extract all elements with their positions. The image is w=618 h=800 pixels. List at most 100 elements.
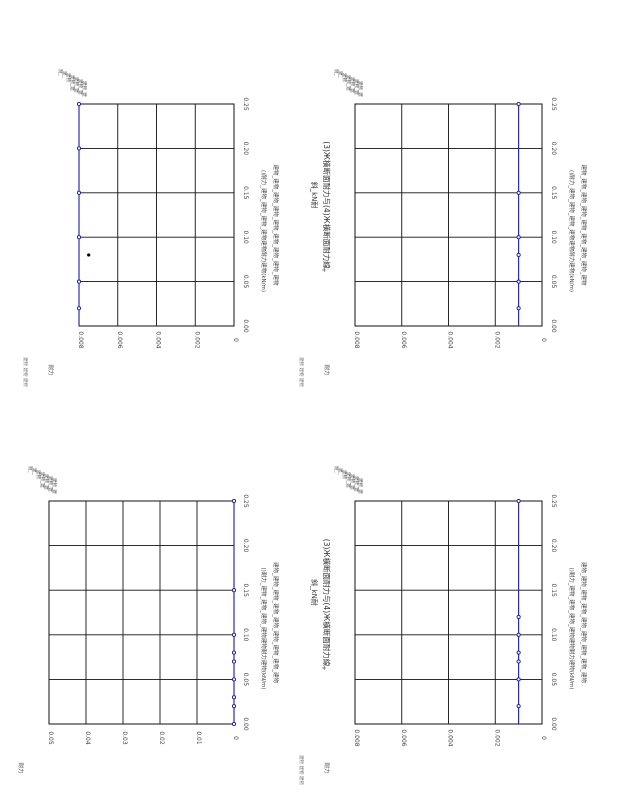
- note-line: 建物_建物_建物_建物_建物_建物_建物_建物_建物: [580, 562, 588, 684]
- chart-panel: 0 0.002 0.004 0.006 0.008 0.00 0.05 0.10 0.15 0.2…: [298, 466, 588, 785]
- chart-title: (3)Ж橫断面耐力与(4)Ж橫断面耐力線: [322, 539, 332, 667]
- footer-stamp: 建物 建物 建物: [298, 357, 305, 387]
- x-tick-label: 0.25: [550, 97, 557, 111]
- axis-label: 耐力: [47, 364, 55, 375]
- data-point: [231, 695, 237, 700]
- legend-entry: 建物_建: [349, 474, 356, 490]
- legend-entry: 耐_: [333, 69, 340, 76]
- legend-entry: 耐_: [27, 466, 34, 473]
- x-tick-label: 0.00: [550, 717, 557, 731]
- y-tick-label: 0: [232, 338, 239, 342]
- y-tick-label: 0.01: [195, 731, 202, 745]
- y-tick-label: 0.004: [447, 729, 454, 746]
- x-tick-label: 0.05: [550, 275, 557, 289]
- x-tick-label: 0.10: [242, 628, 249, 642]
- x-tick-label: 0.10: [550, 231, 557, 245]
- data-point: [516, 498, 521, 504]
- y-tick-label: 0.008: [77, 331, 84, 348]
- legend-entry: 建物_建: [77, 79, 84, 95]
- note-line: 建物_建物_建物_建物_建物_建物_建物_建物_建物: [272, 562, 280, 684]
- chart-subtitle: 斜_kN耐: [310, 182, 319, 209]
- legend-entry: 建物_建: [73, 77, 80, 93]
- chart-panel: 0 0.002 0.004 0.006 0.008 0.00 0.05 0.10 0.15 0.2…: [22, 69, 332, 387]
- outlier-point: [87, 253, 91, 257]
- y-tick-label: 0.04: [84, 731, 91, 745]
- y-tick-label: 0.002: [493, 729, 500, 746]
- footer-stamp: 建物 建物 建物: [22, 357, 29, 387]
- data-point: [516, 252, 521, 258]
- legend-entry: 建物: [341, 73, 348, 82]
- axis-label: 耐力: [323, 364, 331, 375]
- footer-stamp: 建物 建物 建物: [298, 755, 305, 785]
- x-tick-label: 0.05: [242, 275, 249, 289]
- x-tick-label: 0.15: [242, 584, 249, 598]
- y-tick-label: 0.006: [400, 729, 407, 746]
- y-tick-label: 0.03: [121, 731, 128, 745]
- legend-entry: 建物_建: [345, 75, 352, 91]
- x-tick-label: 0.05: [242, 673, 249, 687]
- legend-entry: 建_: [61, 71, 68, 78]
- chart-subtitle: 斜_kN耐: [310, 579, 319, 606]
- x-tick-label: 0.20: [550, 539, 557, 553]
- legend-entry: 建_: [337, 468, 344, 475]
- legend-entry: 建物_建: [357, 478, 364, 494]
- data-point: [231, 588, 237, 593]
- y-tick-label: 0.002: [493, 331, 500, 348]
- legend-entry: 建物_建: [357, 81, 364, 97]
- data-point: [516, 235, 521, 240]
- legend-entry: 建物_建: [353, 476, 360, 492]
- note-line: ()耐力_建物_建物_建物_建物建物耐力建物(kN/m): [260, 170, 268, 292]
- y-tick-label: 0.05: [47, 731, 54, 745]
- axis-label: 耐力: [323, 762, 331, 773]
- x-tick-label: 0.00: [242, 717, 249, 731]
- data-point: [516, 704, 521, 709]
- y-tick-label: 0: [540, 736, 547, 740]
- legend-entry: 建_: [337, 71, 344, 78]
- legend-entry: 建物_建: [47, 476, 54, 492]
- data-point: [231, 650, 237, 655]
- x-tick-label: 0.25: [550, 494, 557, 508]
- legend-entry: 建物_建: [353, 79, 360, 95]
- y-tick-label: 0.008: [353, 729, 360, 746]
- x-tick-label: 0.20: [242, 539, 249, 553]
- data-point: [516, 632, 521, 637]
- data-point: [76, 101, 82, 107]
- note-line: 建物_建物_建物_建物_建物_建物_建物_建物_建物: [580, 164, 588, 286]
- chart-title: (3)Ж橫断面耐力与(4)Ж橫断面耐力線: [322, 141, 332, 269]
- legend-entry: 建物_建: [81, 81, 88, 97]
- legend-entry: 建物: [35, 470, 42, 479]
- y-tick-label: 0.02: [158, 731, 165, 745]
- x-tick-label: 0.10: [550, 628, 557, 642]
- legend-entry: 建_: [31, 468, 38, 475]
- plot-area: [48, 500, 235, 725]
- legend-entry: 建物_建: [345, 472, 352, 488]
- legend-entry: 建物_建: [39, 472, 46, 488]
- data-point: [516, 614, 521, 620]
- legend-entry: 建物_建: [69, 75, 76, 91]
- data-point: [231, 704, 237, 709]
- data-point: [516, 101, 521, 107]
- y-tick-label: 0.006: [116, 331, 123, 348]
- x-tick-label: 0.20: [242, 142, 249, 156]
- data-point: [516, 306, 521, 311]
- axis-label: 耐力: [17, 762, 25, 773]
- y-tick-label: 0.008: [353, 331, 360, 348]
- legend-entry: 耐_: [57, 69, 64, 76]
- data-point: [231, 677, 237, 682]
- legend-entry: 建物: [65, 73, 72, 82]
- data-point: [516, 650, 521, 655]
- data-point: [231, 659, 237, 664]
- data-point: [516, 190, 521, 195]
- x-tick-label: 0.15: [242, 186, 249, 200]
- data-point: [76, 235, 82, 240]
- x-tick-label: 0.10: [242, 231, 249, 245]
- note-line: ()耐力_建物_建物_建物_建物建物耐力建物(kN/m): [568, 567, 576, 689]
- data-point: [231, 721, 237, 727]
- legend-entry: 建物_建: [51, 478, 58, 494]
- x-tick-label: 0.00: [242, 319, 249, 333]
- data-point: [231, 498, 237, 504]
- y-tick-label: 0.004: [447, 331, 454, 348]
- y-tick-label: 0: [232, 736, 239, 740]
- x-tick-label: 0.00: [550, 319, 557, 333]
- note-line: ()耐力_建物_建物_建物_建物建物耐力建物(kN/m): [568, 170, 576, 292]
